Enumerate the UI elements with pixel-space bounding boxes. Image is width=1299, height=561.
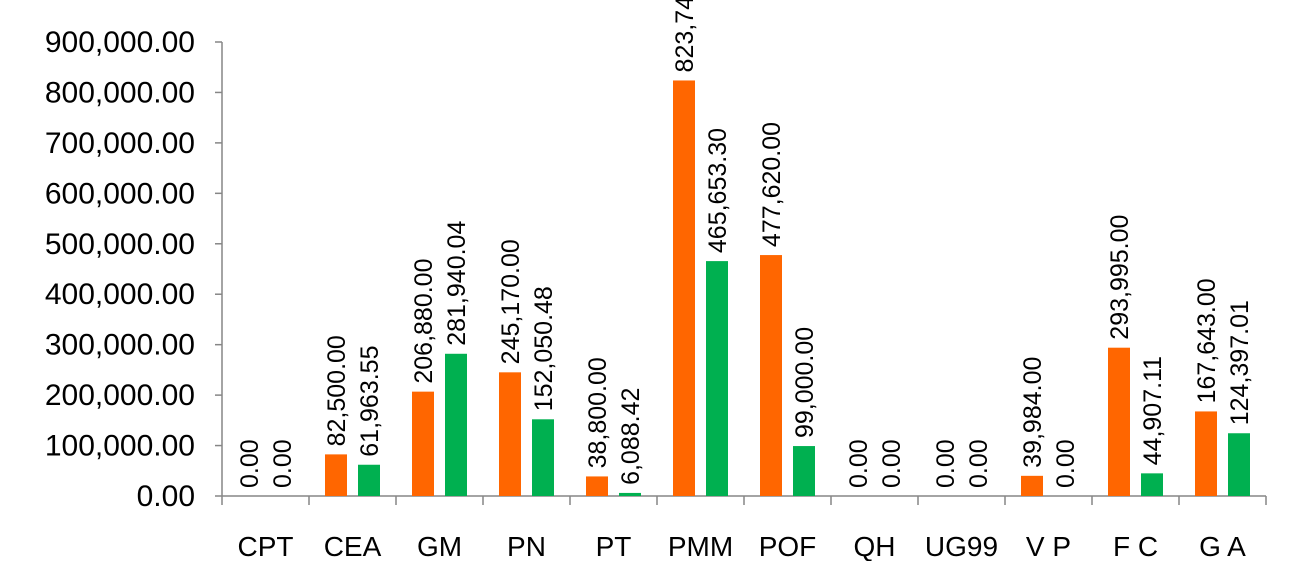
x-axis: CPT CEA GM PN PT PMM POF QH UG99 V P F C G A	[221, 495, 1267, 561]
data-label: 0.00	[1052, 439, 1080, 488]
y-tick-label: 600,000.00	[45, 177, 195, 210]
data-label: 6,088.42	[617, 388, 645, 485]
bar	[760, 255, 782, 496]
bar	[445, 353, 467, 496]
data-label: 124,397.01	[1226, 300, 1254, 425]
bar	[619, 492, 641, 496]
x-tick-label: QH	[854, 531, 896, 561]
data-label: 465,653.30	[704, 128, 732, 253]
bar	[1195, 411, 1217, 496]
bar	[412, 391, 434, 496]
data-label: 82,500.00	[323, 335, 351, 446]
bar	[1108, 347, 1130, 496]
data-label: 477,620.00	[758, 122, 786, 247]
data-label: 0.00	[845, 439, 873, 488]
x-tick-label: PN	[507, 531, 546, 561]
bar	[499, 372, 521, 496]
x-tick-label: GM	[417, 531, 462, 561]
data-label: 293,995.00	[1106, 215, 1134, 340]
x-tick-label: F C	[1113, 531, 1158, 561]
x-tick-label: G A	[1199, 531, 1246, 561]
data-label: 823,748.00	[671, 0, 699, 72]
bar	[532, 419, 554, 496]
data-label: 0.00	[878, 439, 906, 488]
bar	[325, 454, 347, 496]
bar	[1228, 433, 1250, 496]
y-tick-label: 700,000.00	[45, 127, 195, 160]
y-axis: 0.00 100,000.00 200,000.00 300,000.00 400,00…	[45, 26, 223, 513]
bar	[1141, 473, 1163, 496]
data-label: 38,800.00	[584, 357, 612, 468]
data-label: 0.00	[965, 439, 993, 488]
data-label: 39,984.00	[1019, 357, 1047, 468]
data-label: 99,000.00	[791, 327, 819, 438]
data-label: 152,050.48	[530, 286, 558, 411]
y-tick-label: 300,000.00	[45, 329, 195, 362]
data-label: 167,643.00	[1193, 278, 1221, 403]
data-label: 281,940.04	[443, 221, 471, 346]
data-label: 0.00	[932, 439, 960, 488]
data-label: 0.00	[269, 439, 297, 488]
data-label: 61,963.55	[356, 346, 384, 457]
y-tick-label: 100,000.00	[45, 430, 195, 463]
data-label: 44,907.11	[1139, 356, 1167, 465]
x-tick-label: POF	[759, 531, 817, 561]
bar	[673, 80, 695, 496]
y-tick-label: 800,000.00	[45, 76, 195, 109]
data-label: 245,170.00	[497, 239, 525, 364]
bar	[586, 476, 608, 496]
y-tick-label: 0.00	[137, 480, 195, 513]
y-tick-label: 500,000.00	[45, 228, 195, 261]
bar	[706, 261, 728, 496]
x-tick-label: PMM	[668, 531, 733, 561]
y-tick-label: 400,000.00	[45, 278, 195, 311]
x-tick-label: V P	[1026, 531, 1071, 561]
data-label: 206,880.00	[410, 259, 438, 384]
data-label: 0.00	[236, 439, 264, 488]
bars	[325, 80, 1250, 496]
x-tick-label: UG99	[925, 531, 998, 561]
y-tick-label: 200,000.00	[45, 379, 195, 412]
x-tick-label: CEA	[324, 531, 382, 561]
data-labels: 0.00 82,500.00 206,880.00 245,170.00 38,800.…	[236, 0, 1254, 488]
y-tick-label: 900,000.00	[45, 26, 195, 59]
bar	[793, 446, 815, 496]
x-tick-label: CPT	[238, 531, 294, 561]
bar	[1021, 475, 1043, 496]
bar	[358, 464, 380, 496]
x-tick-label: PT	[596, 531, 632, 561]
